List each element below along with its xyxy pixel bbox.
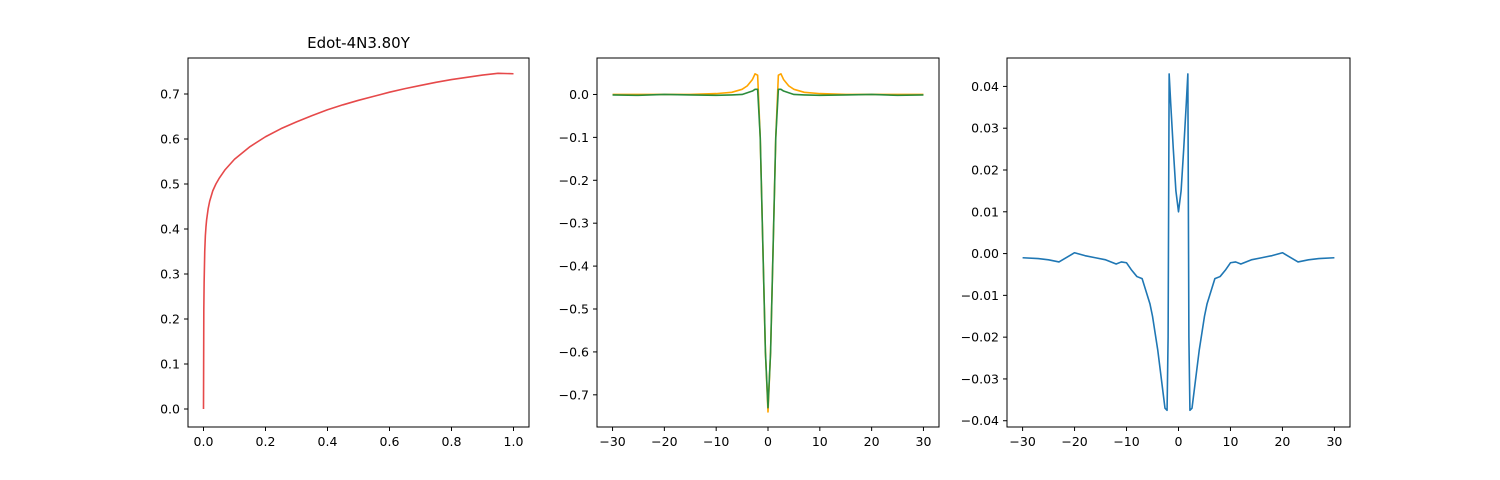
x-tick-label: 0.4 (318, 434, 338, 449)
x-tick-label: 30 (916, 434, 932, 449)
y-tick-label: −0.5 (559, 302, 589, 317)
y-tick-label: −0.01 (961, 288, 999, 303)
x-tick-label: 0.8 (442, 434, 462, 449)
chart-panel-2: −30 −20 −10 0 10 20 30 0.0 −0.1 −0.2 −0.3 −0.4 −0.5 −… (559, 57, 940, 449)
y-tick-label: 0.3 (160, 267, 180, 282)
series-line-1 (202, 72, 514, 410)
x-tick-label: −10 (1113, 434, 1139, 449)
x-tick-label: 1.0 (504, 434, 524, 449)
y-tick-label: −0.2 (559, 173, 589, 188)
y-tick-label: 0.03 (971, 121, 999, 136)
y-tick-label: −0.4 (559, 259, 589, 274)
x-tick-label: −20 (651, 434, 677, 449)
y-tick-label: 0.2 (160, 312, 180, 327)
x-tick-label: 30 (1326, 434, 1342, 449)
axes-frame (187, 57, 530, 428)
y-tick-label: 0.0 (569, 87, 589, 102)
chart-panel-3: −30 −20 −10 0 10 20 30 0.04 0.03 0.02 0.01 0.00 −0.0… (961, 57, 1351, 449)
series-line-1 (1022, 73, 1335, 412)
y-tick-label: −0.7 (559, 387, 589, 402)
y-tick-label: 0.4 (160, 222, 180, 237)
x-tick-label: −30 (1009, 434, 1035, 449)
y-tick-label: −0.03 (961, 371, 999, 386)
y-tick-label: 0.00 (971, 246, 999, 261)
y-tick-label: 0.7 (160, 87, 180, 102)
x-tick-label: 10 (1223, 434, 1239, 449)
x-tick-label: 20 (864, 434, 880, 449)
x-tick-label: 0 (764, 434, 772, 449)
y-tick-label: −0.6 (559, 344, 589, 359)
y-tick-label: 0.01 (971, 204, 999, 219)
y-tick-label: −0.3 (559, 216, 589, 231)
y-tick-label: 0.0 (160, 402, 180, 417)
x-tick-label: 0.0 (194, 434, 214, 449)
chart-title: Edot-4N3.80Y (307, 34, 411, 52)
y-tick-label: −0.04 (961, 413, 999, 428)
y-tick-label: 0.04 (971, 79, 999, 94)
x-tick-label: 0.6 (380, 434, 400, 449)
x-tick-label: 20 (1274, 434, 1290, 449)
series-line-2 (612, 88, 924, 409)
x-tick-label: −20 (1061, 434, 1087, 449)
y-tick-label: 0.1 (160, 357, 180, 372)
chart-panel-1: 0.0 0.2 0.4 0.6 0.8 1.0 0.0 0.1 0.2 0.3 0.4 0.5 0.6 0… (160, 34, 530, 449)
y-tick-label: 0.6 (160, 132, 180, 147)
y-tick-label: −0.02 (961, 330, 999, 345)
x-tick-label: 10 (812, 434, 828, 449)
y-tick-label: 0.02 (971, 162, 999, 177)
x-tick-label: 0.2 (256, 434, 276, 449)
series-line-1 (612, 73, 924, 413)
x-tick-label: −10 (703, 434, 729, 449)
y-tick-label: −0.1 (559, 130, 589, 145)
x-tick-label: −30 (599, 434, 625, 449)
x-tick-label: 0 (1175, 434, 1183, 449)
y-tick-label: 0.5 (160, 177, 180, 192)
